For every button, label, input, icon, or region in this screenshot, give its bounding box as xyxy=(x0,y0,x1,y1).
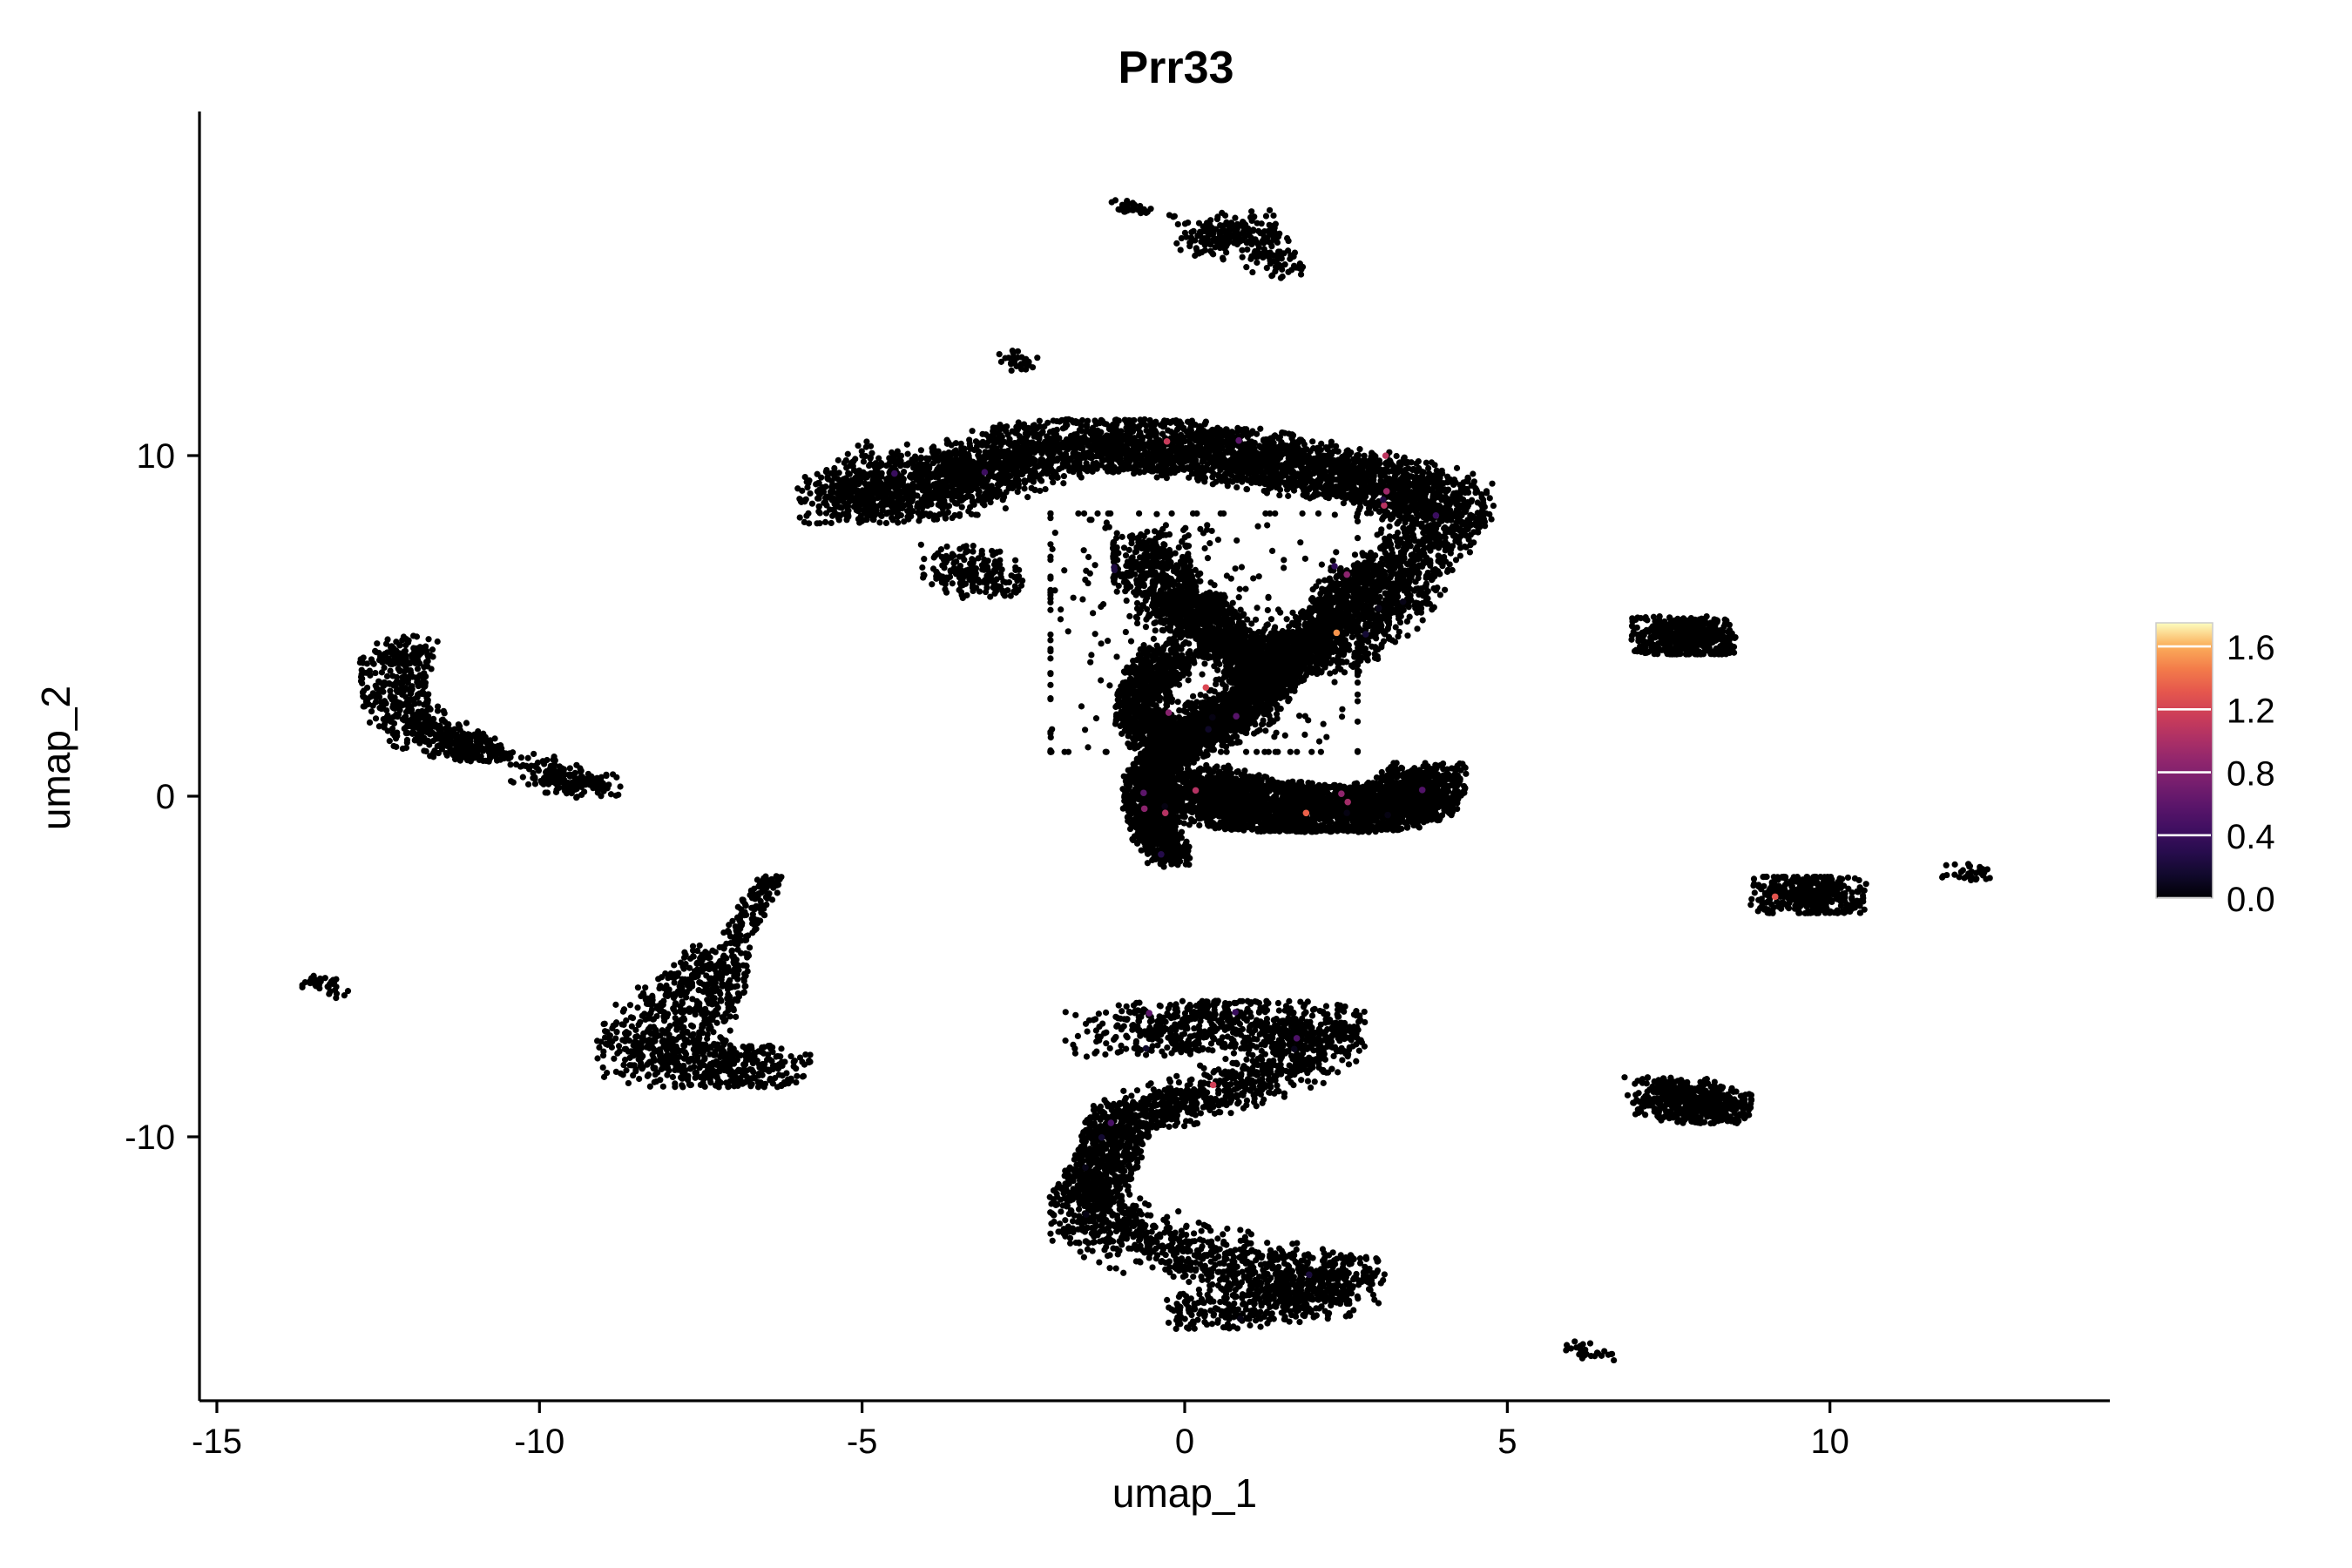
svg-text:-10: -10 xyxy=(125,1119,175,1157)
svg-text:10: 10 xyxy=(137,437,176,476)
svg-text:0: 0 xyxy=(1175,1423,1194,1461)
svg-text:-15: -15 xyxy=(192,1423,242,1461)
svg-text:-5: -5 xyxy=(847,1423,878,1461)
svg-text:0: 0 xyxy=(156,778,175,816)
svg-text:5: 5 xyxy=(1497,1423,1517,1461)
svg-text:10: 10 xyxy=(1810,1423,1849,1461)
svg-text:-10: -10 xyxy=(514,1423,564,1461)
